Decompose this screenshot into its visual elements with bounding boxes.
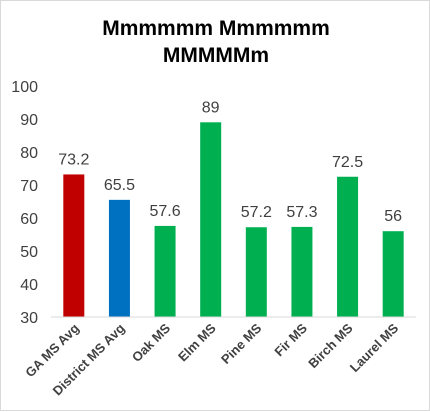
chart-title-line-1: Mmmmmm Mmmmmm [102, 17, 330, 40]
bar-ga-ms-avg [63, 174, 85, 317]
category-label: Pine MS [218, 320, 265, 367]
y-tick-label: 30 [20, 310, 38, 327]
y-tick-label: 50 [20, 244, 38, 261]
data-label: 56 [384, 208, 402, 225]
chart-title-line-2: MMMMMm [162, 44, 270, 67]
bar-fir-ms [291, 226, 313, 317]
chart-title: Mmmmmm Mmmmmm MMMMMm [1, 15, 430, 69]
category-label: Laurel MS [347, 320, 402, 375]
y-tick-label: 40 [20, 277, 38, 294]
data-label: 57.3 [286, 204, 317, 221]
category-label: Elm MS [175, 320, 219, 364]
y-tick-label: 100 [11, 79, 38, 96]
data-label: 73.2 [58, 151, 89, 168]
data-label: 57.6 [149, 203, 180, 220]
bar-oak-ms [154, 225, 176, 317]
bar-laurel-ms [382, 231, 404, 317]
data-label: 65.5 [104, 177, 135, 194]
data-label: 57.2 [241, 204, 272, 221]
bar-pine-ms [245, 227, 267, 317]
category-label: Oak MS [129, 320, 174, 365]
data-label: 89 [202, 99, 220, 116]
bar-birch-ms [337, 176, 359, 317]
bar-elm-ms [200, 122, 222, 317]
bar-district-ms-avg [108, 199, 130, 317]
y-tick-label: 70 [20, 178, 38, 195]
y-tick-label: 60 [20, 211, 38, 228]
data-label: 72.5 [332, 154, 363, 171]
y-tick-label: 90 [20, 112, 38, 129]
category-label: Fir MS [271, 320, 310, 359]
y-tick-label: 80 [20, 145, 38, 162]
